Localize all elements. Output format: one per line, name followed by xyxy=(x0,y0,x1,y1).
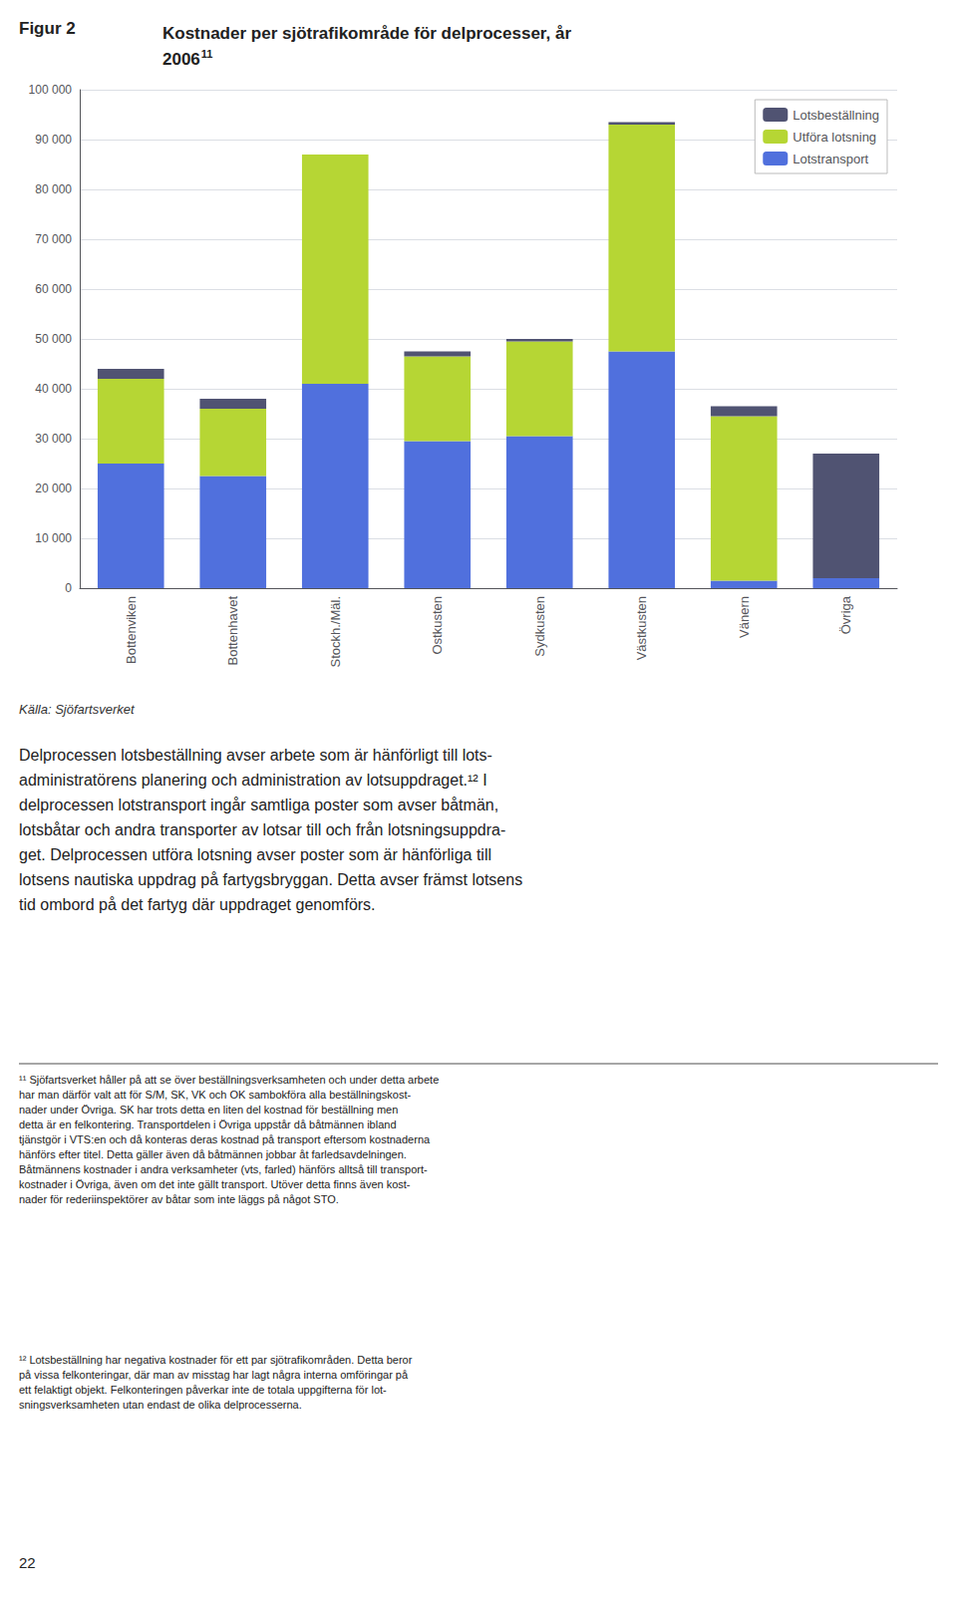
svg-text:40 000: 40 000 xyxy=(34,381,72,396)
svg-text:Vänern: Vänern xyxy=(736,596,752,638)
svg-text:100 000: 100 000 xyxy=(28,82,73,97)
svg-text:administratörens planering och: administratörens planering och administr… xyxy=(18,771,488,789)
svg-text:Utföra lotsning: Utföra lotsning xyxy=(792,129,877,145)
svg-text:Lotsbeställning: Lotsbeställning xyxy=(792,107,880,123)
svg-text:nader för rederiinspektörer av: nader för rederiinspektörer av båtar som… xyxy=(18,1193,339,1206)
svg-text:20 000: 20 000 xyxy=(34,481,72,496)
svg-text:delprocessen lotstransport ing: delprocessen lotstransport ingår samtlig… xyxy=(18,796,499,814)
svg-text:kostnader i Övriga, även om de: kostnader i Övriga, även om det inte gäl… xyxy=(18,1178,411,1191)
svg-text:tjänstgör i VTS:en och då kont: tjänstgör i VTS:en och då konteras deras… xyxy=(18,1133,431,1146)
svg-text:60 000: 60 000 xyxy=(34,282,72,297)
svg-text:hänförs efter titel. Detta gäl: hänförs efter titel. Detta gäller även d… xyxy=(18,1148,407,1161)
svg-text:Västkusten: Västkusten xyxy=(634,596,649,660)
svg-text:Båtmännens kostnader i andra v: Båtmännens kostnader i andra verksamhete… xyxy=(18,1163,428,1176)
svg-text:22: 22 xyxy=(18,1554,36,1572)
svg-text:Ostkusten: Ostkusten xyxy=(429,596,445,655)
svg-text:11: 11 xyxy=(201,47,214,60)
svg-text:tid ombord på det fartyg där u: tid ombord på det fartyg där uppdraget g… xyxy=(18,896,376,914)
svg-text:Figur 2: Figur 2 xyxy=(18,18,76,38)
svg-text:Övriga: Övriga xyxy=(838,595,854,635)
svg-text:0: 0 xyxy=(64,581,72,596)
svg-text:Sydkusten: Sydkusten xyxy=(532,596,548,657)
svg-text:på vissa felkonteringar, där m: på vissa felkonteringar, där man av miss… xyxy=(18,1368,409,1381)
svg-text:har man därför valt att för S/: har man därför valt att för S/M, SK, VK … xyxy=(18,1088,411,1101)
svg-text:get. Delprocessen utföra lotsn: get. Delprocessen utföra lotsning avser … xyxy=(18,846,492,864)
svg-text:sningsverksamheten utan endast: sningsverksamheten utan endast de olika … xyxy=(18,1398,303,1411)
svg-text:90 000: 90 000 xyxy=(34,132,72,147)
svg-text:Bottenhavet: Bottenhavet xyxy=(225,596,241,666)
svg-text:2006: 2006 xyxy=(162,49,201,69)
svg-text:lotsens nautiska uppdrag på fa: lotsens nautiska uppdrag på fartygsbrygg… xyxy=(18,871,523,889)
svg-text:detta är en felkontering. Tran: detta är en felkontering. Transportdelen… xyxy=(18,1118,397,1131)
svg-text:Bottenviken: Bottenviken xyxy=(123,596,139,664)
svg-text:Delprocessen lotsbeställning a: Delprocessen lotsbeställning avser arbet… xyxy=(18,746,493,764)
svg-text:ett felaktigt objekt. Felkonte: ett felaktigt objekt. Felkonteringen påv… xyxy=(18,1383,387,1396)
svg-text:Stockh./Mäl.: Stockh./Mäl. xyxy=(327,596,343,668)
svg-text:lotsbåtar och andra transporte: lotsbåtar och andra transporter av lotsa… xyxy=(18,821,506,839)
svg-text:Kostnader per sjötrafikområde: Kostnader per sjötrafikområde för delpro… xyxy=(162,23,572,43)
svg-text:30 000: 30 000 xyxy=(34,431,72,446)
svg-text:¹¹ Sjöfartsverket håller på at: ¹¹ Sjöfartsverket håller på att se över … xyxy=(18,1073,439,1086)
svg-text:10 000: 10 000 xyxy=(34,531,72,546)
svg-text:Lotstransport: Lotstransport xyxy=(792,151,869,167)
svg-text:nader under Övriga. SK har tro: nader under Övriga. SK har trots detta e… xyxy=(18,1103,398,1116)
svg-text:80 000: 80 000 xyxy=(34,182,72,197)
svg-text:70 000: 70 000 xyxy=(34,232,72,247)
svg-text:¹² Lotsbeställning har negativ: ¹² Lotsbeställning har negativa kostnade… xyxy=(18,1353,413,1366)
svg-text:Källa: Sjöfartsverket: Källa: Sjöfartsverket xyxy=(18,701,136,717)
svg-text:50 000: 50 000 xyxy=(34,331,72,346)
